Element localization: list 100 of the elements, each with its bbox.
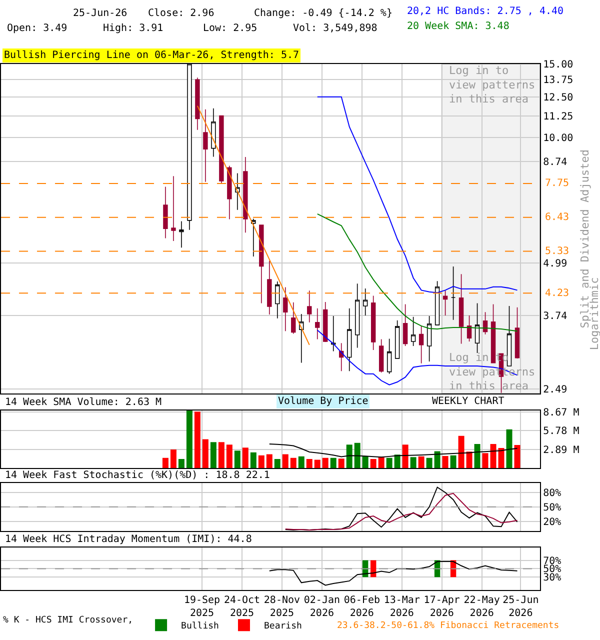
bar bbox=[338, 458, 344, 468]
x-tick-label: 19-Sep 2025 bbox=[184, 594, 220, 619]
text: Low: 2.95 bbox=[203, 23, 258, 34]
x-tick-label: 13-Mar 2026 bbox=[384, 594, 420, 619]
candlestick bbox=[323, 302, 328, 342]
bar bbox=[330, 458, 336, 468]
y-tick-label: 20% bbox=[543, 516, 562, 528]
chart-title: 14 Week SMA Volume: 2.63 M bbox=[5, 397, 162, 408]
text: Open: 3.49 bbox=[7, 23, 68, 34]
candlestick bbox=[410, 316, 416, 346]
bar bbox=[394, 454, 400, 468]
y-tick-label: 30% bbox=[543, 572, 562, 584]
candlestick bbox=[386, 338, 392, 374]
y-tick-label: 12.50 bbox=[543, 92, 574, 104]
line-series bbox=[268, 561, 518, 586]
candlestick bbox=[275, 281, 280, 319]
bar bbox=[266, 454, 272, 468]
text: 20,2 HC Bands: 2.75 , 4.40 bbox=[407, 6, 564, 17]
text: Vol: 3,549,898 bbox=[293, 23, 378, 34]
candlestick bbox=[506, 306, 512, 366]
text: Close: 2.96 bbox=[148, 8, 214, 19]
bar bbox=[162, 458, 168, 468]
bar bbox=[514, 445, 520, 468]
y-tick-label: 13.75 bbox=[543, 75, 574, 86]
bar bbox=[274, 458, 280, 468]
candlestick bbox=[514, 307, 520, 359]
chart-title: 14 Week Fast Stochastic (%K)(%D) : 18.8 22.1 bbox=[5, 470, 270, 481]
bar bbox=[370, 458, 376, 468]
text: Bullish Piercing Line on 06-Mar-26, Strength: 5.7 bbox=[4, 50, 300, 61]
bar bbox=[378, 456, 384, 468]
y-tick-label: 11.25 bbox=[543, 111, 574, 122]
candlestick bbox=[362, 288, 368, 316]
ref-line-label: 6.43 bbox=[545, 212, 570, 223]
text: High: 3.91 bbox=[103, 23, 164, 34]
candlestick bbox=[259, 224, 264, 304]
bar bbox=[458, 436, 464, 468]
y-tick-label: 8.74 bbox=[543, 157, 568, 168]
candlestick bbox=[219, 115, 224, 184]
bar bbox=[194, 412, 200, 468]
bar bbox=[474, 444, 480, 468]
candlestick bbox=[171, 176, 176, 242]
x-tick-label: 17-Apr 2026 bbox=[424, 594, 460, 619]
y-tick-label: 8.67 M bbox=[543, 407, 580, 418]
y-tick-label: 10.00 bbox=[543, 132, 574, 144]
candlestick bbox=[370, 295, 376, 350]
bar bbox=[258, 455, 264, 468]
bar bbox=[354, 442, 360, 468]
bar bbox=[314, 460, 320, 468]
bar bbox=[306, 458, 312, 468]
bar bbox=[506, 429, 512, 468]
candlestick bbox=[315, 308, 320, 340]
y-tick-label: 5.78 M bbox=[543, 426, 580, 438]
ref-line-label: 7.75 bbox=[545, 178, 570, 189]
bar bbox=[386, 458, 392, 468]
bar bbox=[226, 444, 232, 468]
candlestick bbox=[299, 314, 304, 364]
bar bbox=[322, 458, 328, 468]
candlestick bbox=[347, 308, 352, 372]
bar bbox=[434, 451, 440, 468]
candlestick bbox=[211, 108, 216, 158]
candlestick bbox=[179, 220, 184, 248]
candlestick bbox=[450, 266, 456, 320]
text: Volume By Price bbox=[278, 396, 368, 407]
ref-line-label: 4.23 bbox=[545, 288, 570, 299]
y-tick-label: 4.99 bbox=[543, 258, 568, 270]
candlestick bbox=[163, 186, 168, 239]
x-tick-label: 24-Oct 2025 bbox=[224, 594, 260, 619]
y-tick-label: 2.89 M bbox=[543, 444, 580, 456]
bar bbox=[418, 456, 424, 468]
annotation: Log in to view patterns in this area bbox=[449, 64, 536, 106]
x-tick-label: 25-Jun 2026 bbox=[502, 594, 539, 619]
bar bbox=[282, 454, 288, 468]
bar bbox=[490, 444, 496, 468]
y-tick-label: 2.49 bbox=[543, 384, 568, 396]
text: 20 Week SMA: 3.48 bbox=[407, 21, 510, 32]
text: 23.6-38.2-50-61.8% Fibonacci Retracements bbox=[337, 621, 560, 631]
bar bbox=[290, 458, 296, 468]
bar bbox=[234, 450, 240, 468]
bar bbox=[170, 449, 176, 468]
candlestick bbox=[243, 156, 248, 233]
bar bbox=[250, 452, 256, 468]
candlestick bbox=[402, 304, 408, 346]
candlestick bbox=[355, 283, 360, 348]
y-tick-label: 15.00 bbox=[543, 59, 574, 70]
y-tick-label: 80% bbox=[543, 488, 562, 499]
x-tick-label: 22-May 2026 bbox=[464, 594, 500, 619]
text: WEEKLY CHART bbox=[432, 396, 504, 407]
candlestick bbox=[490, 304, 496, 364]
bar bbox=[426, 458, 432, 468]
bar bbox=[298, 456, 304, 468]
bar bbox=[210, 442, 216, 468]
candlestick bbox=[426, 316, 432, 362]
candlestick bbox=[378, 338, 384, 373]
candlestick bbox=[418, 326, 424, 364]
candlestick bbox=[251, 218, 256, 257]
x-tick-label: 28-Nov 2025 bbox=[264, 594, 300, 619]
bar bbox=[482, 453, 488, 468]
line-series bbox=[268, 443, 518, 458]
x-tick-label: 06-Feb 2026 bbox=[344, 594, 380, 619]
bar bbox=[450, 455, 456, 468]
